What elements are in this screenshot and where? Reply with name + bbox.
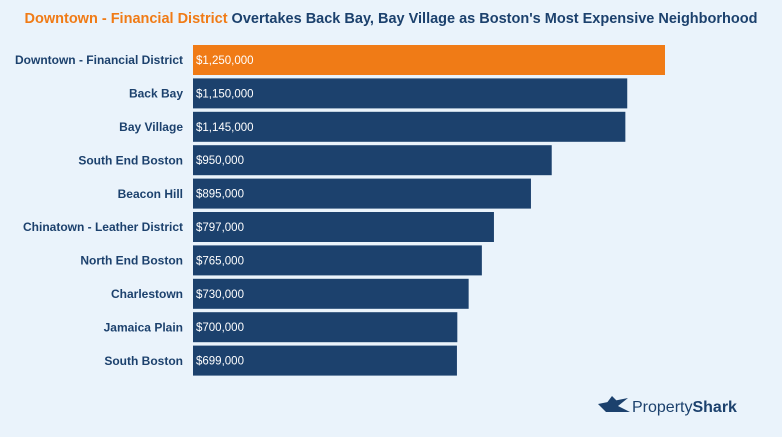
bar bbox=[193, 45, 665, 75]
bar bbox=[193, 145, 552, 176]
value-label: $1,250,000 bbox=[196, 55, 254, 67]
value-label: $730,000 bbox=[196, 289, 244, 301]
logo-fin bbox=[606, 396, 620, 404]
logo-icon bbox=[598, 398, 630, 412]
value-label: $765,000 bbox=[196, 255, 244, 267]
category-label: Chinatown - Leather District bbox=[23, 220, 183, 234]
title-text: Overtakes Back Bay, Bay Village as Bosto… bbox=[232, 11, 758, 27]
category-label: Jamaica Plain bbox=[104, 320, 183, 334]
category-label: Downtown - Financial District bbox=[15, 53, 183, 67]
logo: PropertyShark bbox=[598, 396, 737, 416]
category-label: North End Boston bbox=[80, 254, 183, 268]
logo-text: PropertyShark bbox=[632, 399, 737, 416]
bar bbox=[193, 345, 457, 376]
category-label: Back Bay bbox=[129, 87, 183, 101]
bar bbox=[193, 212, 494, 242]
logo-regular: Property bbox=[632, 399, 692, 416]
value-label: $797,000 bbox=[196, 222, 244, 234]
value-label: $1,150,000 bbox=[196, 88, 254, 100]
category-label: Bay Village bbox=[119, 120, 183, 134]
value-label: $699,000 bbox=[196, 356, 244, 368]
bar bbox=[193, 312, 458, 343]
value-label: $700,000 bbox=[196, 322, 244, 334]
bar bbox=[193, 245, 482, 276]
category-label: South Boston bbox=[104, 354, 183, 368]
chart-title: Downtown - Financial District Overtakes B… bbox=[25, 11, 758, 27]
value-label: $950,000 bbox=[196, 155, 244, 167]
category-label: South End Boston bbox=[78, 153, 183, 167]
bar bbox=[193, 78, 628, 109]
bar bbox=[193, 278, 469, 309]
logo-bold: Shark bbox=[692, 399, 737, 416]
value-label: $1,145,000 bbox=[196, 122, 254, 134]
bar bbox=[193, 111, 626, 142]
value-label: $895,000 bbox=[196, 189, 244, 201]
title-highlight: Downtown - Financial District bbox=[25, 11, 228, 27]
bar bbox=[193, 178, 531, 209]
category-label: Beacon Hill bbox=[118, 187, 183, 201]
category-label: Charlestown bbox=[111, 287, 183, 301]
